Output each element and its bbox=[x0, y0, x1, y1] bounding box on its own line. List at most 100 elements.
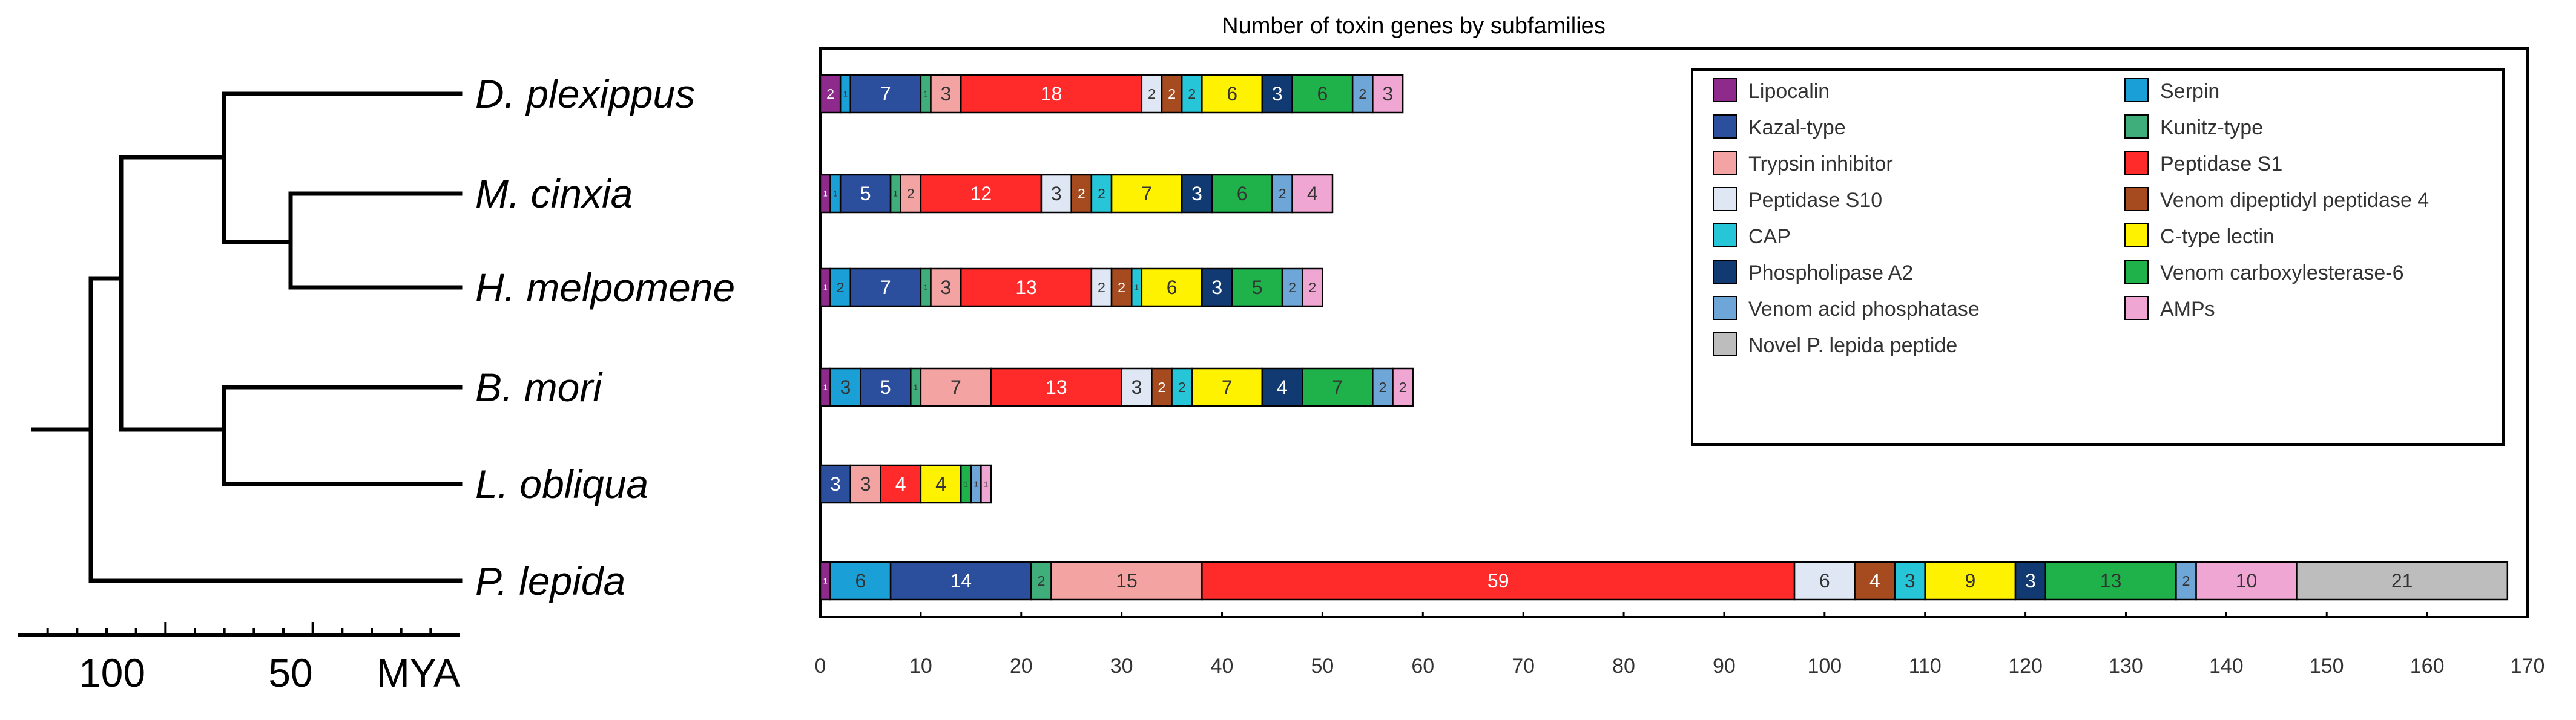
bar-value-label: 4 bbox=[895, 473, 906, 495]
x-tick-label: 60 bbox=[1411, 655, 1434, 678]
bar-value-label: 3 bbox=[860, 473, 871, 495]
bar-value-label: 3 bbox=[1211, 277, 1222, 298]
bar-segment-venom-dipeptidyl-peptidase-4 bbox=[1070, 174, 1093, 214]
species-label: D. plexippus bbox=[475, 71, 695, 116]
bar-value-label: 2 bbox=[1359, 86, 1366, 102]
legend-item-peptidase-s1: Peptidase S1 bbox=[2124, 151, 2282, 175]
legend-frame bbox=[1691, 68, 2505, 446]
legend-label: Peptidase S10 bbox=[1748, 189, 1882, 212]
bar-value-label: 2 bbox=[1148, 86, 1156, 102]
bar-value-label: 7 bbox=[1141, 183, 1152, 205]
legend-label: Venom carboxylesterase-6 bbox=[2160, 261, 2404, 284]
bar-value-label: 2 bbox=[1308, 280, 1316, 295]
bar-value-label: 12 bbox=[970, 183, 992, 205]
x-tick-label: 170 bbox=[2511, 655, 2545, 678]
bar-value-label: 1 bbox=[974, 480, 978, 489]
bar-segment-phospholipase-a2 bbox=[1201, 267, 1233, 307]
bar-value-label: 3 bbox=[1382, 83, 1393, 105]
bar-row-d-plexippus: 2 1 7 1 3 18 2 2 2 6 3 6 2 3 bbox=[819, 74, 1404, 114]
legend-item-kazal-type: Kazal-type bbox=[1713, 114, 1846, 139]
bar-row-p-lepida: 1 6 14 2 15 59 6 4 3 9 3 13 2 10 21 bbox=[819, 561, 2509, 601]
bar-segment-venom-carboxylesterase-6 bbox=[1211, 174, 1273, 214]
legend-item-venom-carboxylesterase-6: Venom carboxylesterase-6 bbox=[2124, 260, 2404, 284]
bar-segment-venom-dipeptidyl-peptidase-4 bbox=[1110, 267, 1133, 307]
bar-segment-amps bbox=[2195, 561, 2298, 601]
bar-segment-c-type-lectin bbox=[1141, 267, 1203, 307]
legend-swatch bbox=[1713, 332, 1737, 356]
bar-value-label: 6 bbox=[1237, 183, 1248, 205]
time-axis-unit: MYA bbox=[377, 650, 460, 695]
x-tick-label: 10 bbox=[909, 655, 932, 678]
bar-value-label: 3 bbox=[840, 376, 851, 398]
bar-value-label: 7 bbox=[880, 277, 891, 298]
bar-row-b-mori: 1 3 5 1 7 13 3 2 2 7 4 7 2 2 bbox=[819, 367, 1414, 407]
bar-segment-venom-dipeptidyl-peptidase-4 bbox=[1854, 561, 1896, 601]
bar-segment-peptidase-s1 bbox=[960, 74, 1143, 114]
bar-value-label: 7 bbox=[950, 376, 961, 398]
bar-segment-venom-dipeptidyl-peptidase-4 bbox=[1151, 367, 1173, 407]
bar-value-label: 14 bbox=[950, 570, 972, 592]
bar-segment-venom-acid-phosphatase bbox=[1351, 74, 1374, 114]
legend-item-phospholipase-a2: Phospholipase A2 bbox=[1713, 260, 1913, 284]
x-tick-label: 160 bbox=[2410, 655, 2445, 678]
bar-value-label: 2 bbox=[1178, 379, 1186, 395]
time-axis-labels: 100 50 MYA bbox=[79, 650, 460, 695]
legend-item-c-type-lectin: C-type lectin bbox=[2124, 223, 2275, 248]
legend-swatch bbox=[2124, 296, 2149, 320]
bar-value-label: 1 bbox=[823, 383, 828, 392]
bar-value-label: 5 bbox=[1252, 277, 1263, 298]
legend-swatch bbox=[1713, 187, 1737, 211]
bar-value-label: 1 bbox=[833, 189, 837, 198]
bar-segment-phospholipase-a2 bbox=[1261, 367, 1303, 407]
bar-value-label: 2 bbox=[1098, 280, 1105, 295]
bar-value-label: 9 bbox=[1965, 570, 1975, 592]
bar-value-label: 2 bbox=[1379, 379, 1386, 395]
legend-swatch bbox=[1713, 296, 1737, 320]
legend-label: CAP bbox=[1748, 225, 1791, 248]
bar-value-label: 2 bbox=[1158, 379, 1166, 395]
legend-label: Venom acid phosphatase bbox=[1748, 298, 1980, 321]
bar-segment-c-type-lectin bbox=[1924, 561, 2017, 601]
bar-value-label: 10 bbox=[2236, 570, 2258, 592]
bar-value-label: 1 bbox=[984, 480, 988, 489]
bar-value-label: 1 bbox=[823, 577, 828, 586]
bar-segment-trypsin-inhibitor bbox=[920, 367, 992, 407]
bar-segment-amps bbox=[1372, 74, 1404, 114]
bar-value-label: 3 bbox=[1272, 83, 1283, 105]
bar-value-label: 13 bbox=[1015, 277, 1037, 298]
bar-value-label: 4 bbox=[1307, 183, 1318, 205]
bar-value-label: 2 bbox=[2182, 573, 2190, 589]
species-label: B. mori bbox=[475, 365, 603, 410]
bar-value-label: 7 bbox=[880, 83, 891, 105]
plot-frame bbox=[819, 47, 2529, 618]
legend-label: C-type lectin bbox=[2160, 225, 2275, 248]
x-tick-label: 0 bbox=[815, 655, 826, 678]
bar-segment-venom-carboxylesterase-6 bbox=[1231, 267, 1283, 307]
legend-swatch bbox=[2124, 78, 2149, 102]
bar-value-label: 2 bbox=[1279, 186, 1286, 201]
legend-swatch bbox=[1713, 78, 1737, 102]
bar-value-label: 3 bbox=[1132, 376, 1142, 398]
bar-value-label: 1 bbox=[843, 90, 848, 99]
x-tick-label: 120 bbox=[2008, 655, 2043, 678]
bar-value-label: 3 bbox=[1191, 183, 1202, 205]
bar-segment-amps bbox=[1291, 174, 1334, 214]
x-tick-label: 110 bbox=[1909, 655, 1942, 678]
x-tick-label: 70 bbox=[1512, 655, 1535, 678]
legend: Lipocalin Serpin Kazal-type Kunitz-type Tryp… bbox=[1691, 68, 2505, 446]
legend-swatch bbox=[2124, 223, 2149, 247]
bar-segment-venom-acid-phosphatase bbox=[2175, 561, 2197, 601]
bar-segment-phospholipase-a2 bbox=[2014, 561, 2047, 601]
legend-label: Phospholipase A2 bbox=[1748, 261, 1913, 284]
bar-segment-novel-p-lepida-peptide bbox=[2296, 561, 2509, 601]
legend-items: Lipocalin Serpin Kazal-type Kunitz-type Tryp… bbox=[1713, 78, 2429, 357]
bar-segment-trypsin-inhibitor bbox=[849, 464, 881, 504]
bar-value-label: 1 bbox=[964, 480, 968, 489]
legend-label: Lipocalin bbox=[1748, 80, 1830, 103]
bar-value-label: 3 bbox=[1905, 570, 1916, 592]
bar-segment-peptidase-s1 bbox=[990, 367, 1122, 407]
bar-segment-amps bbox=[1301, 267, 1323, 307]
legend-label: AMPs bbox=[2160, 298, 2215, 321]
legend-swatch bbox=[2124, 260, 2149, 284]
